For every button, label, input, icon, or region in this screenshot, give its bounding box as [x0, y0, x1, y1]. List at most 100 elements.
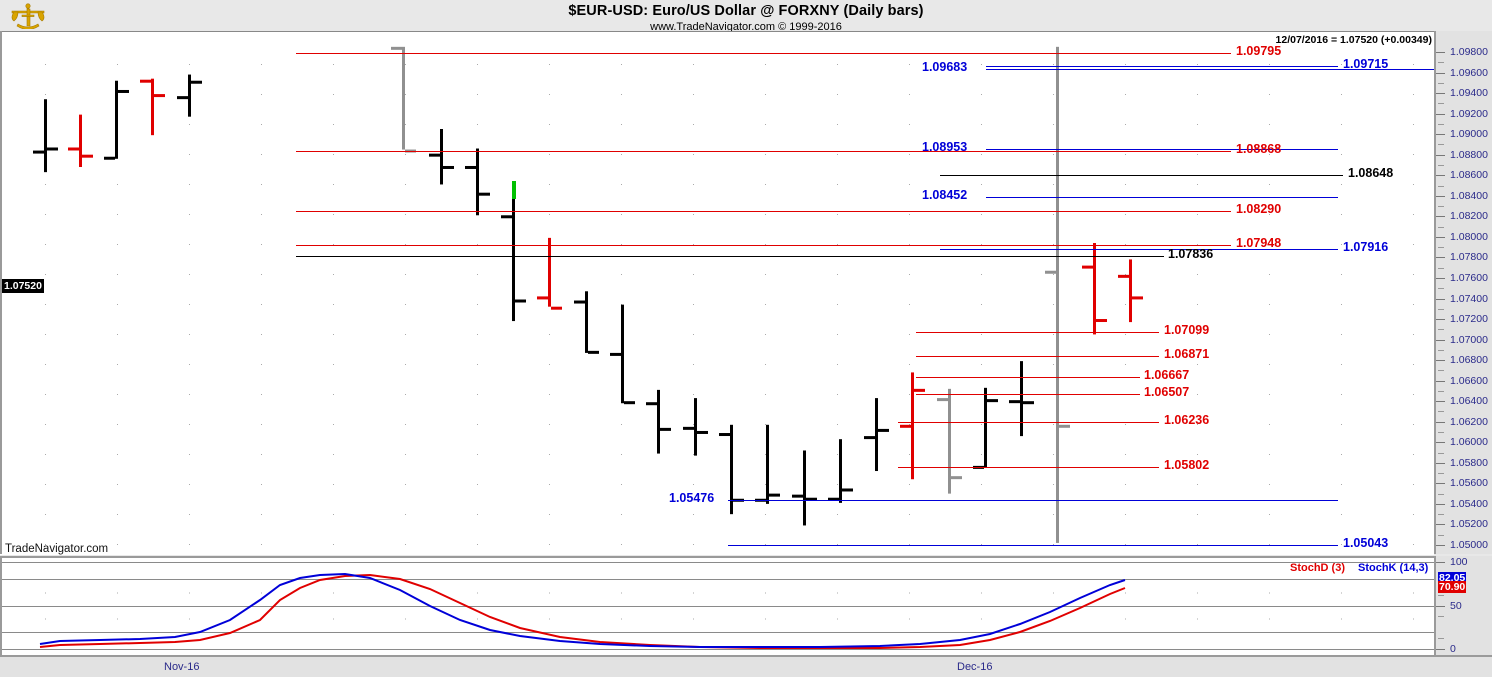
price-axis-tick — [1436, 360, 1445, 362]
stoch-k-value-badge: 82.05 — [1438, 571, 1467, 584]
stochastic-axis[interactable]: 100 50 0 82.05 70.90 — [1434, 556, 1492, 655]
level-line[interactable] — [940, 175, 1343, 176]
level-line[interactable] — [986, 149, 1338, 150]
price-axis-minor-tick — [1438, 534, 1444, 536]
ohlc-bar[interactable] — [900, 372, 925, 480]
price-axis-label: 1.08800 — [1450, 148, 1488, 161]
price-axis-minor-tick — [1438, 267, 1444, 269]
stoch-gridline — [0, 562, 1434, 563]
ohlc-bar[interactable] — [646, 389, 671, 454]
stoch-axis-minor-tick — [1438, 616, 1444, 618]
ohlc-bar[interactable] — [465, 148, 490, 216]
level-line-label: 1.09795 — [1236, 44, 1282, 58]
stoch-d-value-badge: 70.90 — [1438, 581, 1467, 594]
price-axis-tick — [1436, 216, 1445, 218]
stoch-d-legend: StochD (3) — [1290, 562, 1345, 574]
price-axis-label: 1.08000 — [1450, 230, 1488, 243]
price-axis[interactable]: 1.09800 1.09600 1.09400 1.09200 1.09000 1.088… — [1434, 31, 1492, 554]
level-line[interactable] — [986, 66, 1338, 67]
page-subtitle: www.TradeNavigator.com © 1999-2016 — [650, 21, 842, 33]
stoch-gridline — [0, 649, 1434, 650]
price-axis-minor-tick — [1438, 432, 1444, 434]
price-axis-label: 1.06600 — [1450, 374, 1488, 387]
price-axis-label: 1.09200 — [1450, 107, 1488, 120]
level-line[interactable] — [986, 69, 1434, 70]
price-axis-minor-tick — [1438, 493, 1444, 495]
price-axis-minor-tick — [1438, 349, 1444, 351]
level-line[interactable] — [296, 256, 1164, 257]
level-line[interactable] — [916, 377, 1140, 378]
level-line-label: 1.06236 — [1164, 413, 1210, 427]
ohlc-bar[interactable] — [104, 80, 129, 160]
level-line[interactable] — [728, 545, 1338, 546]
price-axis-tick — [1436, 154, 1445, 156]
ohlc-bar[interactable] — [937, 388, 962, 494]
stoch-k-line — [39, 572, 1126, 648]
stoch-axis-label: 100 — [1450, 556, 1468, 568]
level-line-label: 1.07916 — [1343, 240, 1389, 254]
price-axis-tick — [1436, 380, 1445, 382]
ohlc-bar[interactable] — [755, 424, 780, 504]
price-axis-minor-tick — [1438, 62, 1444, 64]
level-line-label: 1.07836 — [1168, 247, 1214, 261]
chart-header: $EUR-USD: Euro/US Dollar @ FORXNY (Daily… — [0, 0, 1492, 33]
ohlc-bar[interactable] — [391, 46, 416, 153]
watermark: TradeNavigator.com — [5, 543, 109, 555]
level-line-label: 1.05476 — [669, 491, 715, 505]
ohlc-bars[interactable] — [0, 32, 1434, 555]
level-line[interactable] — [296, 151, 1231, 152]
price-axis-label: 1.06000 — [1450, 436, 1488, 449]
level-line[interactable] — [916, 332, 1159, 333]
level-line[interactable] — [916, 356, 1159, 357]
price-axis-tick — [1436, 72, 1445, 74]
ohlc-bar[interactable] — [1009, 361, 1034, 437]
price-axis-label: 1.09000 — [1450, 128, 1488, 141]
ohlc-bar[interactable] — [792, 450, 817, 526]
stochastic-pane[interactable] — [0, 556, 1434, 655]
ohlc-bar[interactable] — [501, 198, 526, 322]
level-line[interactable] — [940, 249, 1338, 250]
ohlc-bar[interactable] — [1045, 46, 1070, 543]
level-line[interactable] — [296, 211, 1231, 212]
level-line[interactable] — [296, 245, 1231, 246]
price-axis-minor-tick — [1438, 329, 1444, 331]
price-axis-minor-tick — [1438, 123, 1444, 125]
price-axis-label: 1.07400 — [1450, 292, 1488, 305]
price-axis-tick — [1436, 401, 1445, 403]
green-highlight-marker — [512, 181, 516, 199]
price-axis-tick — [1436, 257, 1445, 259]
price-chart-pane[interactable] — [0, 31, 1434, 555]
ohlc-bar[interactable] — [864, 398, 889, 472]
ohlc-bar[interactable] — [177, 74, 202, 117]
level-line[interactable] — [296, 53, 1231, 54]
ohlc-bar[interactable] — [1118, 259, 1143, 323]
level-line[interactable] — [916, 394, 1140, 395]
ohlc-bar[interactable] — [537, 237, 562, 310]
ohlc-bar[interactable] — [683, 398, 708, 456]
level-line[interactable] — [986, 197, 1338, 198]
price-axis-tick — [1436, 134, 1445, 136]
level-line-label: 1.08953 — [922, 140, 968, 154]
ohlc-bar[interactable] — [610, 304, 635, 405]
price-axis-tick — [1436, 277, 1445, 279]
stoch-axis-tick — [1436, 562, 1445, 563]
ohlc-bar[interactable] — [828, 439, 853, 503]
level-line[interactable] — [728, 500, 1338, 501]
ohlc-bar[interactable] — [68, 114, 93, 168]
ohlc-bar[interactable] — [33, 99, 58, 173]
level-line[interactable] — [898, 467, 1159, 468]
date-axis[interactable]: Nov-16 Dec-16 — [0, 655, 1492, 677]
price-axis-label: 1.08200 — [1450, 210, 1488, 223]
price-axis-tick — [1436, 503, 1445, 505]
level-line-label: 1.08648 — [1348, 166, 1394, 180]
price-axis-label: 1.07200 — [1450, 313, 1488, 326]
price-axis-tick — [1436, 462, 1445, 464]
ohlc-bar[interactable] — [429, 129, 454, 185]
price-axis-minor-tick — [1438, 206, 1444, 208]
ohlc-bar[interactable] — [574, 291, 599, 354]
level-line[interactable] — [898, 422, 1159, 423]
ohlc-bar[interactable] — [140, 78, 165, 136]
price-axis-tick — [1436, 113, 1445, 115]
ohlc-bar[interactable] — [973, 387, 998, 469]
stoch-k-legend: StochK (14,3) — [1358, 562, 1429, 574]
